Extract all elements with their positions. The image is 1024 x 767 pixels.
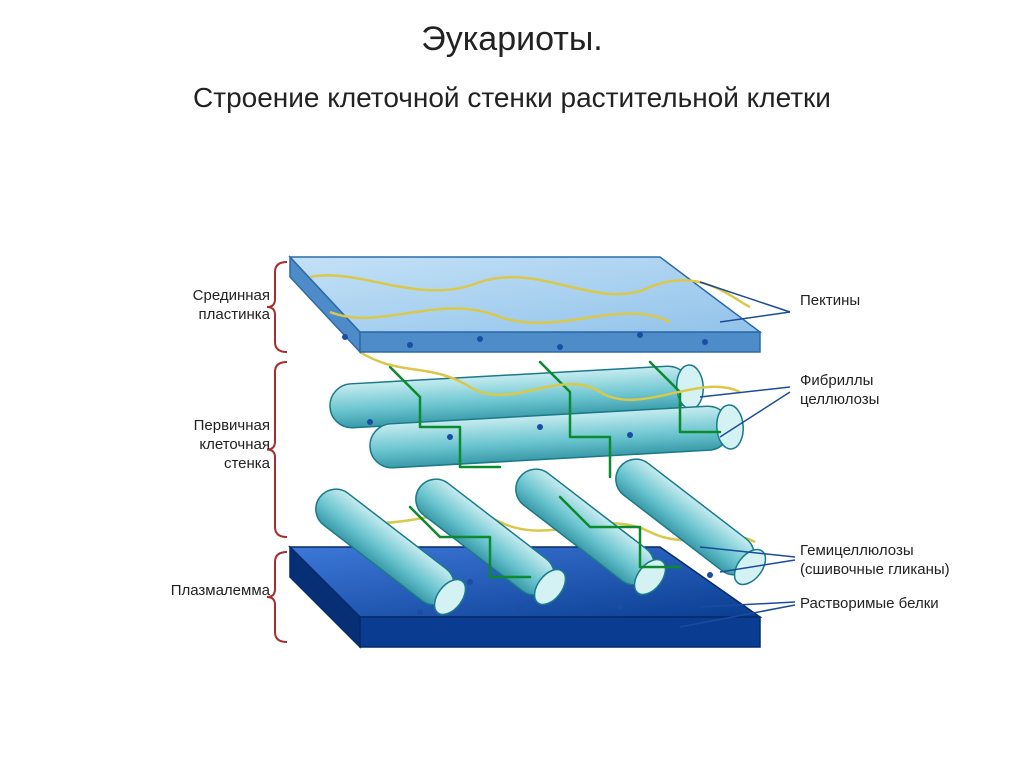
- label-pectins: Пектины: [800, 292, 1000, 311]
- page-subtitle: Строение клеточной стенки растительной к…: [0, 82, 1024, 114]
- page-title: Эукариоты.: [0, 20, 1024, 59]
- label-plasmalemma: Плазмалемма: [115, 582, 270, 601]
- label-soluble-proteins: Растворимые белки: [800, 595, 1020, 614]
- label-hemicelluloses: Гемицеллюлозы(сшивочные гликаны): [800, 542, 1020, 580]
- label-middle-lamella: Срединнаяпластинка: [115, 287, 270, 325]
- label-cellulose-fibrils: Фибриллыцеллюлозы: [800, 372, 1000, 410]
- label-primary-wall: Первичнаяклеточнаястенка: [115, 417, 270, 473]
- diagram-container: Срединнаяпластинка Первичнаяклеточнаясте…: [0, 137, 1024, 757]
